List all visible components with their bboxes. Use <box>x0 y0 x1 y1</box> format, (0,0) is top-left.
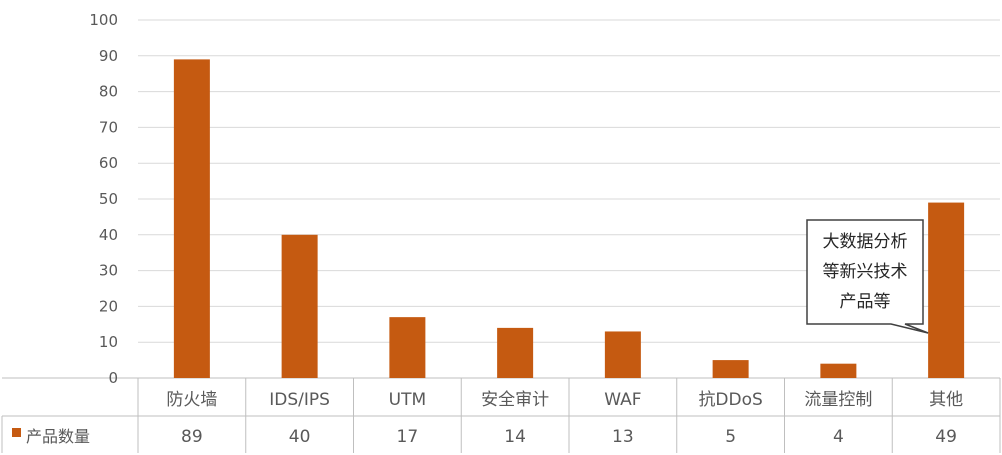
data-table-value: 89 <box>181 427 203 447</box>
y-tick-label: 0 <box>108 369 118 387</box>
data-table-lines <box>1 377 1001 453</box>
y-tick-label: 60 <box>99 154 118 172</box>
y-tick-label: 10 <box>99 333 118 351</box>
category-label: 抗DDoS <box>698 390 762 410</box>
bar <box>820 363 857 378</box>
callout-text: 大数据分析 <box>823 232 908 252</box>
data-table-value: 49 <box>935 427 957 447</box>
y-tick-label: 40 <box>99 226 118 244</box>
y-tick-label: 20 <box>99 297 118 315</box>
legend-swatch <box>12 428 21 437</box>
data-table-value: 4 <box>833 427 844 447</box>
y-tick-label: 30 <box>99 262 118 280</box>
bar <box>497 327 534 378</box>
bar <box>928 202 965 378</box>
bar <box>712 360 749 378</box>
category-label: WAF <box>604 390 641 410</box>
category-label: 其他 <box>929 390 963 410</box>
y-tick-label: 70 <box>99 118 118 136</box>
callout-text: 产品等 <box>840 292 891 312</box>
y-tick-label: 100 <box>89 11 118 29</box>
category-label: IDS/IPS <box>269 390 330 410</box>
y-tick-labels: 0 10 20 30 40 50 60 70 80 90 100 <box>89 11 118 387</box>
bar <box>389 317 426 378</box>
callout-text: 等新兴技术 <box>823 262 908 282</box>
data-table-value: 40 <box>289 427 311 447</box>
category-label: UTM <box>389 390 427 410</box>
bars-layer <box>173 59 965 378</box>
data-table-value: 13 <box>612 427 634 447</box>
y-tick-label: 80 <box>99 83 118 101</box>
bar <box>281 234 318 378</box>
category-label: 流量控制 <box>804 390 872 410</box>
data-table: 89 40 17 14 13 5 4 49 产品数量 <box>12 427 957 447</box>
legend-label: 产品数量 <box>26 427 90 446</box>
y-tick-label: 50 <box>99 190 118 208</box>
bar <box>173 59 210 378</box>
category-label: 安全审计 <box>481 390 549 410</box>
y-tick-label: 90 <box>99 47 118 65</box>
bar <box>604 331 641 378</box>
data-table-value: 17 <box>397 427 419 447</box>
data-table-value: 14 <box>504 427 526 447</box>
data-table-value: 5 <box>725 427 736 447</box>
category-label: 防火墙 <box>166 390 217 410</box>
category-labels: 防火墙 IDS/IPS UTM 安全审计 WAF 抗DDoS 流量控制 其他 <box>166 390 963 410</box>
callout-box <box>806 219 929 334</box>
